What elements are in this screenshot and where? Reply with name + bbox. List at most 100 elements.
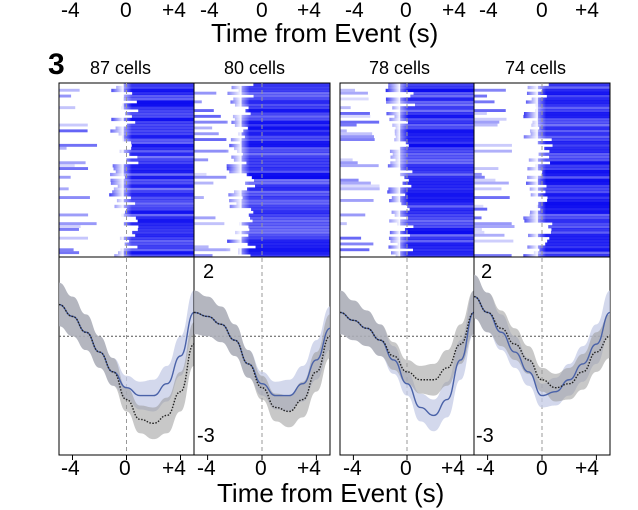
heatmap-row xyxy=(243,129,330,133)
heatmap-row xyxy=(392,106,474,110)
heatmap-row xyxy=(523,112,610,116)
top-tick: 0 xyxy=(400,0,412,22)
heatmap-row xyxy=(538,201,610,206)
heatmap-row xyxy=(411,184,474,188)
heatmap-row xyxy=(255,245,330,249)
heatmap-row xyxy=(131,143,194,148)
heatmap-row xyxy=(529,210,610,214)
heatmap-row xyxy=(474,143,512,147)
heatmap-row xyxy=(112,190,194,194)
heatmap-row xyxy=(474,222,512,226)
heatmap-row xyxy=(59,106,76,110)
heatmap-row xyxy=(474,88,506,92)
heatmap-row xyxy=(388,187,474,191)
heatmap-row xyxy=(59,196,90,199)
heatmap-row xyxy=(246,161,330,165)
heatmap-row xyxy=(535,103,610,107)
top-tick: -4 xyxy=(479,0,498,22)
heatmap-row xyxy=(194,222,225,226)
heatmap-row xyxy=(111,117,194,122)
heatmap-row xyxy=(395,135,474,139)
heatmap-row xyxy=(340,114,371,118)
heatmap-row xyxy=(340,161,358,165)
heatmap-row xyxy=(253,83,330,87)
heatmap-row xyxy=(388,83,474,87)
bottom-tick: 0 xyxy=(255,457,267,480)
heatmap-row xyxy=(412,170,474,174)
heatmap-row xyxy=(537,178,610,182)
heatmap-row xyxy=(234,146,330,151)
heatmap-row xyxy=(253,210,330,214)
heatmap-row xyxy=(394,114,474,119)
heatmap-row xyxy=(397,222,474,226)
heatmap-row xyxy=(233,190,330,194)
heatmap-row xyxy=(529,129,610,133)
heatmap-row xyxy=(194,181,214,185)
heatmap-row xyxy=(540,207,610,211)
bottom-tick: -4 xyxy=(343,457,362,480)
heatmap-row xyxy=(545,190,610,194)
heatmap-row xyxy=(121,138,194,142)
top-tick: 0 xyxy=(120,0,132,22)
heatmap-row xyxy=(246,172,330,177)
black-line xyxy=(473,295,611,389)
heatmap-row xyxy=(385,88,474,93)
heatmap-row xyxy=(340,129,347,133)
heatmap-row xyxy=(194,91,217,95)
heatmap-row xyxy=(138,161,194,165)
heatmap-fade xyxy=(384,83,401,257)
heatmap-row xyxy=(340,181,371,185)
heatmap-row xyxy=(116,199,194,203)
heatmap-row xyxy=(402,181,474,185)
heatmap-row xyxy=(474,207,488,211)
heatmap-row xyxy=(546,184,610,188)
heatmap-row xyxy=(131,114,194,119)
heatmap-row xyxy=(119,236,194,240)
heatmap-panel-1 xyxy=(58,82,195,258)
heatmap-row xyxy=(391,196,474,200)
heatmap-row xyxy=(340,248,370,252)
heatmap-row xyxy=(474,120,500,124)
heatmap-row xyxy=(340,242,374,246)
bottom-tick: +4 xyxy=(162,457,186,480)
heatmap-row xyxy=(59,222,97,226)
heatmap-row xyxy=(413,225,474,229)
heatmap-row xyxy=(135,233,194,238)
heatmap-row xyxy=(110,129,194,133)
heatmap-row xyxy=(126,207,194,211)
heatmap-row xyxy=(541,172,610,177)
heatmap-row xyxy=(523,216,610,220)
heatmap-row xyxy=(110,178,194,182)
heatmap-row xyxy=(404,175,474,180)
heatmap-row xyxy=(413,91,474,95)
bottom-tick: -4 xyxy=(61,457,80,480)
heatmap-row xyxy=(123,97,194,101)
heatmap-row xyxy=(229,170,330,174)
heatmap-row xyxy=(124,175,194,180)
heatmap-row xyxy=(386,100,474,104)
heatmap-row xyxy=(123,83,194,87)
heatmap-row xyxy=(194,114,221,118)
heatmap-row xyxy=(537,141,610,145)
heatmap-row xyxy=(59,167,89,170)
heatmap-row xyxy=(550,230,610,235)
heatmap-row xyxy=(340,106,351,110)
heatmap-row xyxy=(59,187,69,191)
y-bottom-label-4: -3 xyxy=(476,425,494,447)
heatmap-row xyxy=(340,97,369,101)
heatmap-row xyxy=(525,100,610,104)
heatmap-row xyxy=(229,199,330,203)
heatmap-row xyxy=(395,126,474,130)
heatmap-row xyxy=(531,97,610,101)
heatmap-row xyxy=(407,120,474,124)
heatmap-row xyxy=(230,100,330,104)
heatmap-row xyxy=(340,164,379,168)
heatmap-row xyxy=(236,201,330,206)
heatmap-row xyxy=(474,167,499,170)
heatmap-row xyxy=(385,97,474,101)
heatmap-row xyxy=(474,187,502,191)
heatmap-row xyxy=(539,126,610,130)
heatmap-panel-3 xyxy=(339,82,475,258)
heatmap-row xyxy=(245,109,330,113)
top-tick: -4 xyxy=(61,0,80,22)
